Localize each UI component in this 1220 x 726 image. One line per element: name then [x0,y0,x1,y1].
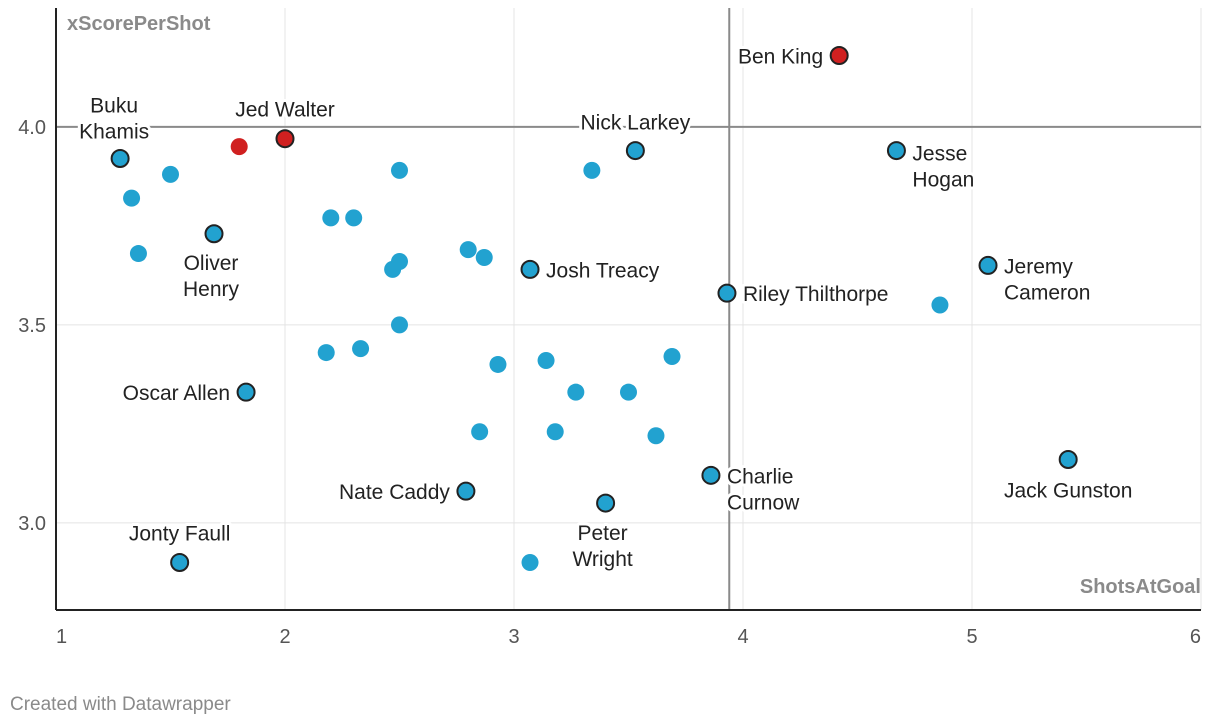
data-point [471,423,489,441]
point-label-line: Wright [572,548,632,571]
data-point [129,245,147,263]
data-point [162,165,179,183]
x-tick-label: 4 [737,626,748,648]
x-tick-label: 6 [1190,626,1201,648]
data-point [489,355,507,373]
data-point [537,351,555,369]
data-point [663,348,681,366]
data-point-labeled [456,481,476,501]
data-point [317,344,335,362]
data-point [620,383,637,401]
point-label: Peter Wright [572,522,632,571]
gridlines [56,8,1202,610]
credit-line: Created with Datawrapper [10,694,231,715]
point-label-line: Jesse [912,143,967,166]
axes: 1 2 3 4 5 6 3.0 3.5 4.0 [18,8,1201,648]
x-tick-label: 2 [279,626,290,648]
point-label-line: Hogan [912,169,974,192]
point-label-line: Jed Walter [235,99,335,122]
point-label: Josh Treacy [546,259,660,282]
data-point [345,209,363,227]
data-point [647,427,665,445]
data-point-labeled [886,141,906,161]
y-tick-label: 3.0 [18,513,46,535]
x-tick-label: 3 [508,626,519,648]
point-label-line: Jack Gunston [1004,480,1132,503]
point-label: Jeremy Cameron [1004,255,1090,304]
point-label-line: Cameron [1004,281,1090,304]
data-point [546,423,564,441]
point-label-line: Curnow [727,491,800,514]
point-label: Oliver Henry [183,252,240,301]
point-label: Jack Gunston [1004,480,1132,503]
point-label: Jed Walter [235,99,335,122]
data-point-labeled [596,493,616,513]
data-point [391,161,408,179]
data-point [521,553,539,571]
point-label: Charlie Curnow [727,465,800,514]
point-label-line: Jeremy [1004,255,1073,278]
point-label: Riley Thilthorpe [743,283,889,306]
point-label: Nick Larkey [581,112,691,135]
point-label-line: Jonty Faull [129,522,231,545]
data-point-labeled [110,149,130,168]
point-label: Nate Caddy [339,481,450,504]
point-label-line: Buku [90,95,138,118]
data-point [583,161,601,179]
point-label: Buku Khamis [79,95,149,144]
point-label-line: Peter [577,522,627,545]
data-point [931,296,949,314]
data-point-labeled [829,46,849,66]
point-label: Ben King [738,46,823,69]
data-points [110,46,1078,572]
x-axis-title: ShotsAtGoal [1080,576,1201,598]
data-point [459,241,477,259]
data-point [230,138,248,156]
point-label-line: Riley Thilthorpe [743,283,889,306]
data-point [384,260,402,278]
data-point-labeled [520,259,540,279]
data-point-labeled [701,465,721,485]
point-label-line: Oliver [184,252,239,275]
y-tick-label: 4.0 [18,117,46,139]
point-label-line: Ben King [738,46,823,69]
reference-lines [56,8,1201,610]
data-point-labeled [170,552,190,572]
data-point [123,189,141,207]
data-point-labeled [717,283,737,303]
data-point-labeled [1058,450,1078,469]
data-point-labeled [204,224,224,244]
data-point [352,340,370,358]
point-label-line: Henry [183,278,240,301]
data-point-labeled [625,141,645,161]
y-axis-title: xScorePerShot [67,13,211,35]
point-label-line: Nick Larkey [581,112,691,135]
x-tick-label: 5 [966,626,977,648]
point-label: Jonty Faull [129,522,231,545]
y-tick-label: 3.5 [18,315,46,337]
data-point [322,209,340,227]
point-label-line: Oscar Allen [123,382,230,405]
point-label-line: Khamis [79,121,149,144]
point-label-line: Nate Caddy [339,481,450,504]
data-point-labeled [236,382,256,402]
x-tick-label: 1 [56,626,67,648]
data-point-labeled [978,255,998,275]
point-label: Jesse Hogan [912,143,974,192]
data-point-labeled [275,129,295,149]
point-label-line: Charlie [727,465,794,488]
point-label: Oscar Allen [123,382,230,405]
point-labels: Ben King Jed Walter Buku Khamis Nick Larkey J… [76,43,1135,575]
data-point [475,249,493,267]
data-point [391,316,408,334]
data-point [567,383,585,401]
point-label-line: Josh Treacy [546,259,660,282]
